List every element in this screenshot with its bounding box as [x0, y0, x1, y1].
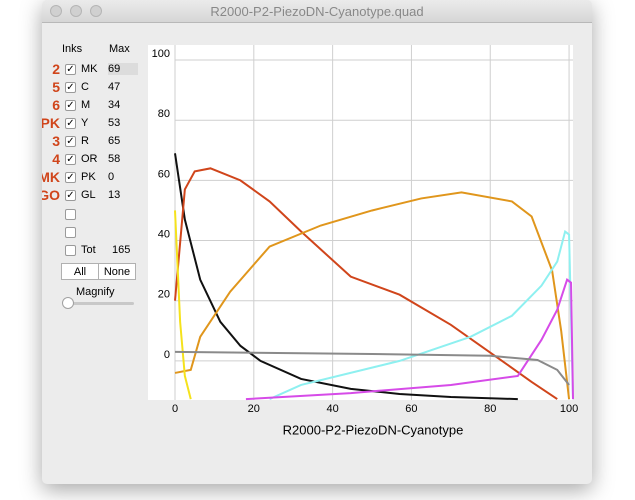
ink-max: 47 — [108, 81, 121, 93]
x-axis-label: R2000-P2-PiezoDN-Cyanotype — [283, 422, 464, 437]
window-title: R2000-P2-PiezoDN-Cyanotype.quad — [210, 4, 424, 19]
checkbox[interactable] — [65, 227, 76, 238]
checkbox[interactable]: ✓ — [65, 172, 76, 183]
checkbox[interactable]: ✓ — [65, 190, 76, 201]
checkbox[interactable]: ✓ — [65, 64, 76, 75]
channel-number: PK — [42, 115, 60, 131]
slider-track — [66, 302, 134, 305]
x-tick-label: 60 — [405, 403, 417, 415]
ink-curve — [174, 210, 192, 400]
x-tick-label: 40 — [326, 403, 338, 415]
ink-name: M — [81, 99, 91, 111]
y-tick-label: 80 — [158, 108, 170, 120]
checkbox[interactable] — [65, 245, 76, 256]
channel-number: 5 — [52, 79, 60, 95]
checkbox[interactable]: ✓ — [65, 82, 76, 93]
total-label: Tot — [81, 244, 96, 256]
max-header: Max — [109, 43, 130, 55]
channel-number: 3 — [52, 133, 60, 149]
x-tick-label: 20 — [248, 403, 260, 415]
minimize-button[interactable] — [70, 5, 82, 17]
plot-background — [148, 45, 573, 400]
ink-name: MK — [81, 63, 98, 75]
checkbox[interactable]: ✓ — [65, 100, 76, 111]
checkbox[interactable] — [65, 209, 76, 220]
x-tick-label: 100 — [560, 403, 578, 415]
checkbox[interactable]: ✓ — [65, 154, 76, 165]
channel-number: 2 — [52, 61, 60, 77]
inks-header: Inks — [62, 43, 83, 55]
zoom-button[interactable] — [90, 5, 102, 17]
checkbox[interactable]: ✓ — [65, 136, 76, 147]
x-tick-label: 80 — [484, 403, 496, 415]
ink-max: 13 — [108, 189, 121, 201]
ink-name: GL — [81, 189, 96, 201]
y-tick-label: 40 — [158, 228, 170, 240]
channel-number: 6 — [52, 97, 60, 113]
ink-curve — [269, 229, 574, 401]
ink-name: R — [81, 135, 89, 147]
ink-curve — [174, 191, 571, 400]
ink-name: C — [81, 81, 89, 93]
checkbox[interactable]: ✓ — [65, 118, 76, 129]
ink-max: 53 — [108, 117, 121, 129]
slider-knob[interactable] — [62, 297, 74, 309]
ink-name: Y — [81, 117, 89, 129]
y-tick-label: 20 — [158, 289, 170, 301]
ink-name: PK — [81, 171, 96, 183]
total-value: 165 — [112, 244, 131, 256]
window: R2000-P2-PiezoDN-Cyanotype.quad Inks Max… — [42, 0, 592, 484]
y-tick-label: 0 — [164, 349, 170, 361]
ink-name: OR — [81, 153, 98, 165]
ink-max: 34 — [108, 99, 121, 111]
ink-max: 65 — [108, 135, 121, 147]
x-tick-label: 0 — [172, 403, 178, 415]
ink-curve — [174, 350, 570, 386]
ink-curve — [174, 167, 558, 400]
none-button[interactable]: None — [98, 263, 136, 280]
close-button[interactable] — [50, 5, 62, 17]
all-button[interactable]: All — [61, 263, 99, 280]
ink-max: 58 — [108, 153, 121, 165]
magnify-label: Magnify — [76, 286, 115, 298]
ink-curve — [245, 278, 574, 401]
channel-number: MK — [42, 169, 60, 185]
ink-max: 69 — [108, 63, 138, 75]
channel-number: GO — [42, 187, 60, 203]
title-bar: R2000-P2-PiezoDN-Cyanotype.quad — [42, 0, 592, 23]
ink-curve — [174, 153, 518, 401]
ink-max: 0 — [108, 171, 115, 183]
y-tick-label: 100 — [152, 48, 170, 60]
channel-number: 4 — [52, 151, 60, 167]
y-tick-label: 60 — [158, 168, 170, 180]
